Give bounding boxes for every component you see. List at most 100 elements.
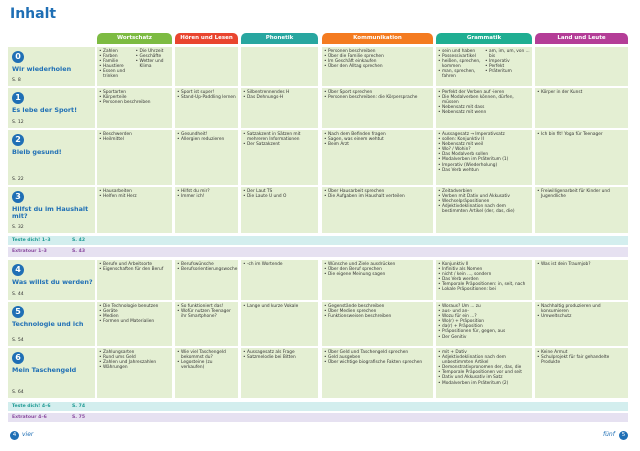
item-list: ZeitadverbienVerben mit Dativ und Akkusa… — [438, 189, 530, 231]
unit-label: 5 Technologie und ich S. 54 — [8, 302, 95, 346]
item-list: Gegenstände beschreibenÜber Medien sprec… — [324, 304, 431, 344]
list-item: Adjektivdeklination nach dem unbestimmte… — [438, 355, 530, 365]
unit-title: Mein Taschengeld — [12, 366, 77, 374]
list-item: Funktionsweisen beschreiben — [324, 314, 431, 319]
list-item: sollen: Konjunktiv II — [438, 137, 530, 142]
unit-number: 5 — [12, 306, 24, 318]
item-list: Satzakzent in Sätzen mit mehreren Inform… — [243, 132, 316, 183]
list-item: Ich bin fit! Yoga für Teenager — [537, 132, 626, 137]
list-item: Helfen mit Herz — [99, 194, 170, 199]
list-item: am, im, um, von ... bis — [485, 49, 530, 59]
table-cell: Perfekt der Verben auf -ierenDie Modalve… — [436, 88, 532, 128]
list-item: Wozu für ein ...? — [438, 314, 530, 319]
review-label: Teste dich! 4–6 — [12, 404, 51, 409]
table-cell: Woraus? Um ... zuaus- und an-Wozu für ei… — [436, 302, 532, 346]
list-item: Nebensatz mit wenn — [438, 110, 530, 115]
list-item: Wo? / Wohin? — [438, 147, 530, 152]
list-item: Währungen — [99, 365, 170, 370]
list-item: Temporale Präpositionen: in, seit, nach — [438, 282, 530, 287]
table-cell: HausarbeitenHelfen mit Herz — [97, 187, 172, 233]
list-item: Wechselpräpositionen — [438, 199, 530, 204]
table-cell — [535, 47, 628, 86]
list-item: Nachhaltig produzieren und konsumieren — [537, 304, 626, 314]
list-item: Imperativ (Wiederholung) — [438, 163, 530, 168]
list-item: Die Aufgaben im Haushalt verteilen — [324, 194, 431, 199]
item-list: Perfekt der Verben auf -ierenDie Modalve… — [438, 90, 530, 126]
review-page: S. 74 — [72, 404, 86, 409]
item-list: Über Geld und Taschengeld sprechenGeld a… — [324, 350, 431, 396]
item-list: ZahlungsartenRund ums GeldZahlen und Jah… — [99, 350, 170, 396]
item-list: Aussagesatz als FrageSatzmelodie bei Bit… — [243, 350, 316, 396]
column-header: Hören und Lesen — [175, 33, 238, 44]
list-item: Allergien reduzieren — [177, 137, 236, 142]
item-list: -ch im Wortende — [243, 262, 316, 298]
review-label: Extratour 4–6 — [12, 415, 47, 420]
list-item: Hilfst du mir? — [177, 189, 236, 194]
item-list: BerufswünscheBerufsorientierungswoche — [177, 262, 237, 298]
list-item: Wetter und Klima — [136, 59, 171, 69]
item-list: Sport ist super!Stand-Up-Paddling lernen — [177, 90, 236, 126]
table-cell: Freiwilligenarbeit für Kinder und Jugend… — [535, 187, 628, 233]
item-list: Der Laut TSDie Laute U und O — [243, 189, 316, 231]
table-cell: sein und habenPossessivartikelheißen, sp… — [436, 47, 532, 86]
list-item: Körperteile — [99, 95, 170, 100]
list-item: Perfekt — [485, 64, 530, 69]
unit-page: S. 32 — [12, 225, 24, 230]
table-cell: Was ist dein Traumjob? — [535, 260, 628, 300]
item-list: Wie viel Taschengeld bekommst du?Legoste… — [177, 350, 236, 396]
column-header: Kommunikation — [322, 33, 433, 44]
list-item: Zahlungsarten — [99, 350, 170, 355]
unit-label: 4 Was willst du werden? S. 44 — [8, 260, 95, 300]
table-cell: Hilfst du mir?Immer ich! — [175, 187, 238, 233]
list-item: Über den Beruf sprechen — [324, 267, 431, 272]
table-cell: mit + DativAdjektivdeklination nach dem … — [436, 348, 532, 398]
list-item: Lange und kurze Vokale — [243, 304, 316, 309]
review-band: Teste dich! 1–3 S. 42 — [8, 236, 628, 245]
list-item: Die eigene Meinung sagen — [324, 272, 431, 277]
item-list: Hilfst du mir?Immer ich! — [177, 189, 236, 231]
list-item: Gesundheit! — [177, 132, 236, 137]
list-item: Hausarbeiten — [99, 189, 170, 194]
list-item: Farben — [99, 54, 134, 59]
item-list: Freiwilligenarbeit für Kinder und Jugend… — [537, 189, 626, 231]
table-cell: SportartenKörperteilePersonen beschreibe… — [97, 88, 172, 128]
table-cell: Wie viel Taschengeld bekommst du?Legoste… — [175, 348, 238, 398]
unit-number: 2 — [12, 134, 24, 146]
list-item: nicht / kein ..., sondern — [438, 272, 530, 277]
list-item: Demonstrativpronomen der, das, die — [438, 365, 530, 370]
list-item: Dativ und Akkusativ im Satz — [438, 375, 530, 380]
table-cell: Keine ArmutSchulprojekt für fair gehande… — [535, 348, 628, 398]
table-cell: Nach dem Befinden fragenSagen, was einem… — [322, 130, 433, 185]
item-list: Lange und kurze Vokale — [243, 304, 316, 344]
table-cell — [175, 47, 238, 86]
item-list: Körper in der Kunst — [537, 90, 626, 126]
unit-page: S. 44 — [12, 292, 24, 297]
table-cell: Gegenstände beschreibenÜber Medien sprec… — [322, 302, 433, 346]
list-item: Essen und trinken — [99, 69, 134, 79]
item-list: Gesundheit!Allergien reduzieren — [177, 132, 236, 183]
list-item: Temporale Präpositionen vor und seit — [438, 370, 530, 375]
item-list: Keine ArmutSchulprojekt für fair gehande… — [537, 350, 626, 396]
list-item: Nebensatz mit dass — [438, 105, 530, 110]
list-item: Über die Familie sprechen — [324, 54, 431, 59]
unit-title: Hilfst du im Haushalt mit? — [12, 205, 89, 220]
list-item: Gegenstände beschreiben — [324, 304, 431, 309]
list-item: Was ist dein Traumjob? — [537, 262, 626, 267]
list-item: Umweltschutz — [537, 314, 626, 319]
item-list: Berufe und ArbeitsorteEigenschaften für … — [99, 262, 170, 298]
list-item: mit + Dativ — [438, 350, 530, 355]
table-cell: Körper in der Kunst — [535, 88, 628, 128]
list-item: Woraus? Um ... zu — [438, 304, 530, 309]
column-header: Phonetik — [241, 33, 318, 44]
unit-number: 3 — [12, 191, 24, 203]
list-item: Über den Alltag sprechen — [324, 64, 431, 69]
list-item: Heilmittel — [99, 137, 170, 142]
table-cell: Sport ist super!Stand-Up-Paddling lernen — [175, 88, 238, 128]
list-item: Über Hausarbeit sprechen — [324, 189, 431, 194]
list-item: Die Modalverben können, dürfen, müssen — [438, 95, 530, 105]
list-item: Über wichtige biografische Fakten sprech… — [324, 360, 431, 365]
unit-page: S. 64 — [12, 390, 24, 395]
page-word: vier — [22, 431, 34, 438]
list-item: Berufswünsche — [177, 262, 237, 267]
list-item: Präpositionen für, gegen, aus — [438, 329, 530, 334]
